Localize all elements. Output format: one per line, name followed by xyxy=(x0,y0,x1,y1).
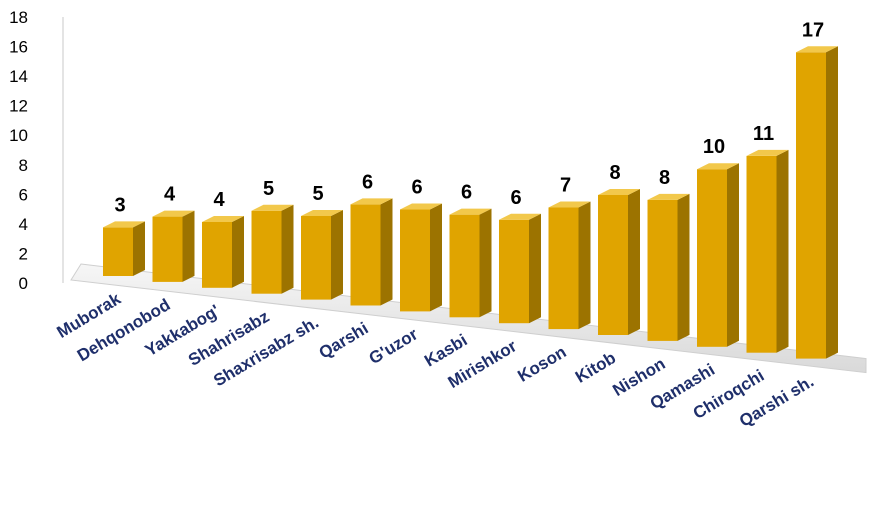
bar xyxy=(251,204,294,294)
data-label: 6 xyxy=(411,177,422,199)
bar-top xyxy=(202,215,244,222)
category-label: Koson xyxy=(514,342,569,386)
bar-front xyxy=(449,214,480,318)
bar-front xyxy=(647,199,678,341)
bar-top xyxy=(400,203,442,210)
bar-front xyxy=(499,219,529,324)
y-tick-label: 6 xyxy=(19,185,28,204)
y-tick-label: 14 xyxy=(9,67,28,86)
category-label: G'uzor xyxy=(366,324,422,368)
bar-front xyxy=(103,227,133,276)
bar xyxy=(746,149,789,353)
bar xyxy=(103,221,145,276)
data-label: 6 xyxy=(461,182,472,204)
data-label: 17 xyxy=(802,19,824,41)
y-tick-label: 4 xyxy=(19,215,28,234)
bar xyxy=(697,163,739,347)
bar-top xyxy=(103,221,145,228)
bar-side xyxy=(529,213,541,324)
bar xyxy=(449,208,492,318)
bar xyxy=(301,210,343,300)
bar-top xyxy=(449,208,492,215)
data-label: 7 xyxy=(560,175,571,197)
bar-top xyxy=(796,46,838,53)
bar-top xyxy=(746,149,789,156)
bar xyxy=(548,201,591,330)
bar-front xyxy=(152,216,183,282)
bar-side xyxy=(628,189,640,335)
bar-side xyxy=(380,198,393,306)
bar-top xyxy=(251,204,294,211)
bar-side xyxy=(331,210,343,300)
data-label: 6 xyxy=(510,187,521,209)
bar xyxy=(598,189,640,335)
bar xyxy=(796,46,838,359)
y-tick-label: 2 xyxy=(19,244,28,263)
bar-front xyxy=(548,207,579,330)
bar-front xyxy=(350,204,381,306)
bar-front xyxy=(697,169,727,347)
bar xyxy=(350,198,393,306)
data-label: 3 xyxy=(114,194,125,216)
data-label: 8 xyxy=(659,167,670,189)
bar-side xyxy=(677,193,690,341)
bar-front xyxy=(746,155,777,353)
axes: 0 2 4 6 8 10 12 14 16 18 xyxy=(9,8,64,293)
data-label: 6 xyxy=(362,171,373,193)
bar-top xyxy=(697,163,739,170)
bar xyxy=(647,193,690,341)
bar-side xyxy=(133,221,145,276)
data-label: 5 xyxy=(312,183,323,205)
bar-side xyxy=(826,46,838,359)
data-label: 4 xyxy=(213,189,225,211)
bar-front xyxy=(598,195,628,335)
y-tick-label: 12 xyxy=(9,97,28,116)
bar-top xyxy=(350,198,393,205)
y-tick-label: 0 xyxy=(19,274,28,293)
bar-side xyxy=(232,215,244,288)
category-label: Qarshi xyxy=(316,319,372,363)
data-label: 5 xyxy=(263,178,274,200)
bar-top xyxy=(647,193,690,200)
data-label: 10 xyxy=(703,136,725,158)
bar-top xyxy=(598,189,640,195)
y-tick-label: 10 xyxy=(9,126,28,145)
bar-front xyxy=(301,216,331,300)
bar xyxy=(400,203,442,312)
bar-front xyxy=(400,209,430,312)
bar-front xyxy=(202,221,232,288)
data-label: 11 xyxy=(753,123,774,145)
bar-top xyxy=(548,201,591,208)
data-label: 8 xyxy=(609,162,620,184)
y-tick-label: 16 xyxy=(9,38,28,57)
y-tick-label: 18 xyxy=(9,8,28,27)
bar-top xyxy=(301,210,343,216)
y-tick-label: 8 xyxy=(19,156,28,175)
bar xyxy=(202,215,244,288)
bars xyxy=(103,46,838,359)
bar-side xyxy=(578,201,591,330)
bar-top xyxy=(152,210,195,217)
bar xyxy=(152,210,195,282)
bar-side xyxy=(479,208,492,318)
bar-side xyxy=(727,163,739,347)
bar-front xyxy=(796,52,826,359)
data-label: 4 xyxy=(164,184,176,206)
bar-side xyxy=(776,149,789,353)
bar-front xyxy=(251,210,282,294)
data-labels: 3 4 4 5 5 6 6 6 6 7 8 8 10 11 17 xyxy=(114,19,824,216)
bar-side xyxy=(430,203,442,312)
bar-side xyxy=(281,204,294,294)
bar-top xyxy=(499,213,541,220)
bar-side xyxy=(182,210,195,282)
bar xyxy=(499,213,541,324)
